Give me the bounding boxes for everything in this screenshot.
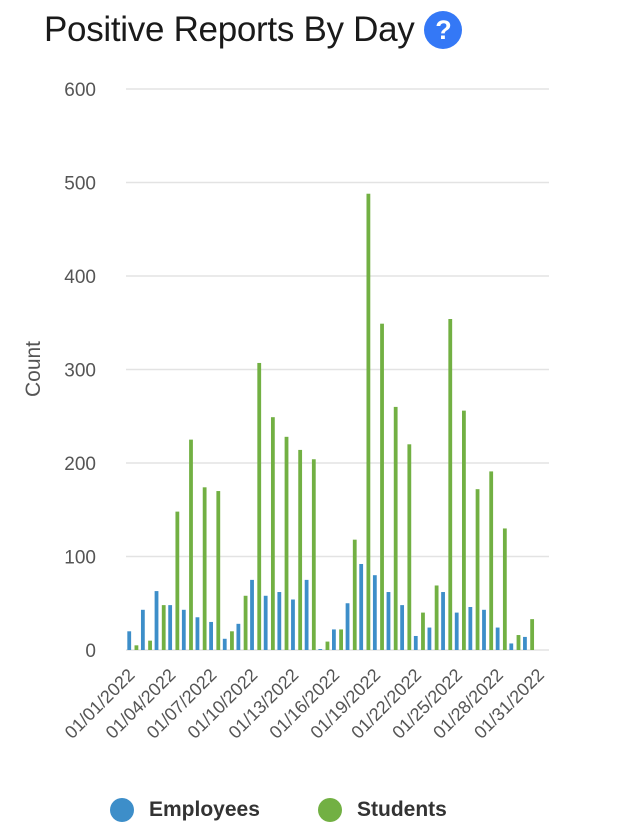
y-tick-label: 300 [64,361,96,382]
bar-students-14 [325,641,330,650]
bar-students-26 [489,471,494,650]
bar-employees-9 [250,579,254,650]
chart-legend: Employees Students [0,798,641,828]
bar-employees-2 [154,591,159,650]
bar-students-9 [257,362,262,650]
bar-employees-21 [413,635,418,650]
bar-employees-11 [277,592,282,650]
bar-employees-29 [523,636,527,650]
bar-students-11 [284,436,289,650]
legend-label-employees: Employees [149,798,260,821]
bar-employees-4 [181,609,186,650]
bar-students-16 [352,539,357,650]
bar-employees-18 [372,575,377,650]
bar-employees-16 [345,603,350,650]
bar-employees-26 [482,609,486,650]
legend-marker-employees [110,798,134,822]
bar-students-22 [434,585,439,650]
bar-employees-22 [427,627,432,650]
y-tick-label: 0 [85,641,96,662]
bar-employees-15 [332,629,336,650]
bar-students-19 [393,406,398,650]
bar-students-25 [475,489,480,650]
bar-employees-10 [263,595,268,650]
bar-students-18 [380,323,384,650]
page-title: Positive Reports By Day [44,10,415,49]
bar-students-0 [134,645,139,650]
bar-employees-24 [454,612,459,650]
y-tick-label: 100 [64,548,96,569]
y-tick-label: 500 [64,174,96,195]
bar-students-2 [161,605,166,650]
question-circle-icon[interactable]: ? [424,11,463,49]
bar-employees-6 [209,621,213,650]
bar-employees-0 [127,631,132,650]
bar-employees-8 [236,623,241,650]
bar-employees-1 [140,609,145,650]
bar-students-29 [530,619,535,650]
bar-students-17 [366,193,371,650]
bar-students-15 [339,629,343,650]
y-axis-title: Count [22,341,45,397]
bar-employees-12 [291,599,295,650]
bar-students-21 [421,612,425,650]
bar-students-13 [311,459,316,650]
legend-item-students[interactable]: Students [318,798,447,822]
bar-employees-7 [222,638,227,650]
bar-students-24 [462,410,466,650]
help-glyph: ? [435,14,452,45]
chart-header: Positive Reports By Day ? [44,8,463,52]
bar-employees-13 [304,579,309,650]
y-tick-label: 400 [64,267,96,288]
y-tick-label: 600 [64,80,96,101]
y-tick-label: 200 [64,454,96,475]
bar-employees-19 [386,592,391,650]
bar-employees-28 [509,643,514,650]
legend-marker-students [318,798,342,822]
legend-label-students: Students [357,798,447,821]
bar-employees-3 [168,605,173,650]
bar-employees-5 [195,617,200,650]
bar-employees-20 [400,605,405,650]
bar-students-7 [230,631,234,650]
bar-employees-14 [318,649,323,650]
bar-students-27 [502,528,507,650]
bar-students-12 [298,449,303,650]
bar-students-5 [202,487,207,650]
legend-item-employees[interactable]: Employees [110,798,260,822]
bar-students-4 [189,439,193,650]
bar-employees-25 [468,606,473,650]
bar-employees-17 [359,563,364,650]
bar-chart: 0100200300400500600Count01/01/202201/04/… [22,80,549,743]
bar-students-20 [407,444,412,650]
bar-students-1 [148,640,152,650]
bar-students-6 [216,491,221,650]
bar-employees-27 [495,627,500,650]
bar-students-10 [270,417,275,650]
bar-students-8 [243,595,248,650]
bar-students-28 [516,635,521,650]
bar-employees-23 [441,592,445,650]
bar-students-3 [175,511,180,650]
bar-students-23 [448,319,453,650]
